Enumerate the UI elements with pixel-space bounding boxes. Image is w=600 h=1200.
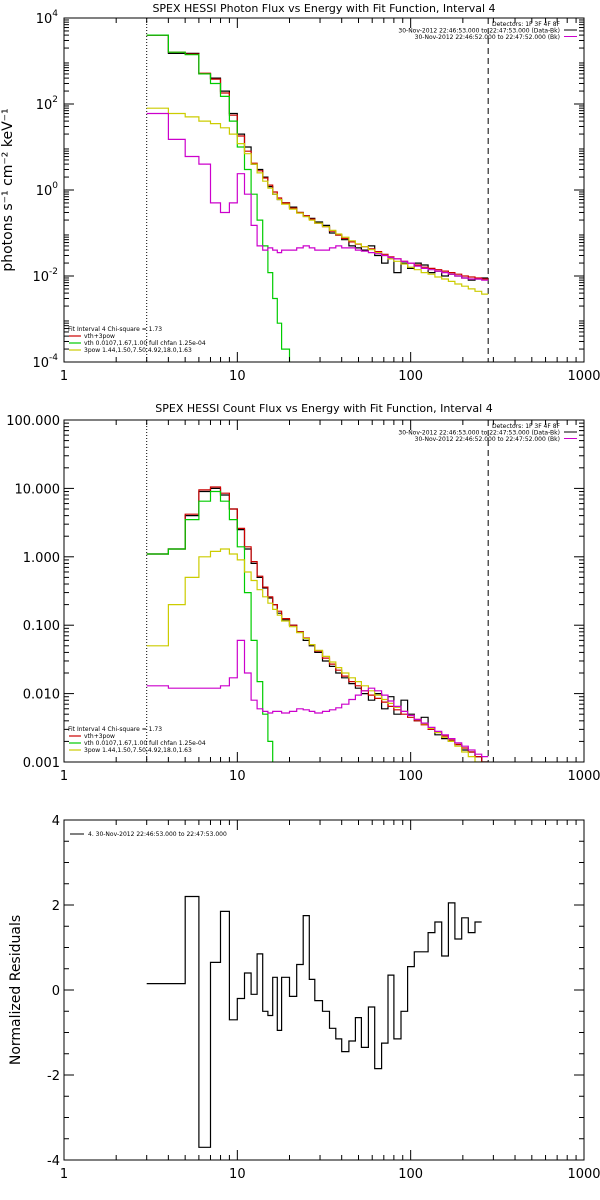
chart-3: 1 10 100 1000 4 2 0 -2 -4 Normalized Residuals 4. … — [8, 814, 600, 1182]
y-tick-label: 0.010 — [23, 688, 60, 703]
y-tick-label: 0.001 — [23, 756, 60, 771]
series-line-5 — [146, 112, 489, 281]
x-tick-label: 10 — [229, 369, 246, 384]
fit-legend-line: Fit Interval 4 Chi-square = 1.73 — [68, 326, 162, 333]
plot-frame — [63, 17, 585, 363]
y-tick-label: -4 — [47, 1154, 60, 1169]
info-line: 30-Nov-2012 22:46:52.000 to 22:47:52.000… — [415, 436, 560, 443]
y-tick-label: 10-2 — [32, 267, 58, 285]
plot-frame — [63, 819, 585, 1161]
series-line-3 — [146, 34, 291, 362]
y-axis-label: photons s⁻¹ cm⁻² keV⁻¹ — [0, 108, 16, 271]
series-line-1 — [146, 487, 489, 762]
chart-title: SPEX HESSI Photon Flux vs Energy with Fi… — [152, 2, 495, 15]
info-line: 30-Nov-2012 22:46:53.000 to 22:47:53.000… — [398, 28, 560, 35]
y-tick-label: 0 — [52, 984, 60, 999]
x-tick-label: 100 — [398, 369, 423, 384]
x-tick-label: 100 — [398, 1167, 423, 1182]
fit-legend-line: 3pow 1.44,1.50,7.50,4.92,18.0,1.63 — [84, 747, 192, 754]
series-line-1 — [146, 895, 482, 1148]
y-tick-label: 2 — [52, 899, 60, 914]
residual-legend: 4. 30-Nov-2012 22:46:53.000 to 22:47:53.… — [88, 831, 227, 838]
series-line-1 — [146, 34, 489, 281]
info-line: Detectors: 1F 3F 4F 8F — [492, 423, 561, 430]
y-tick-label: 100 — [36, 181, 59, 199]
y-tick-label: 4 — [52, 814, 60, 829]
x-tick-label: 1 — [60, 369, 68, 384]
chart-1: SPEX HESSI Photon Flux vs Energy with Fi… — [0, 2, 600, 384]
info-line: 30-Nov-2012 22:46:53.000 to 22:47:53.000… — [398, 430, 560, 437]
x-tick-label: 100 — [398, 769, 423, 784]
fit-legend-line: vth+3pow — [84, 333, 115, 340]
series-line-2 — [146, 486, 489, 762]
info-line: Detectors: 1F 3F 4F 8F — [492, 21, 561, 28]
x-tick-label: 10 — [229, 769, 246, 784]
y-axis-label: Normalized Residuals — [8, 915, 24, 1065]
x-tick-label: 1000 — [567, 369, 600, 384]
chart-2: SPEX HESSI Count Flux vs Energy with Fit… — [6, 402, 600, 784]
fit-legend-line: vth 0.0107,1.67,1.00 full chfan 1.25e-04 — [84, 340, 206, 347]
series-line-4 — [146, 107, 489, 295]
y-tick-label: 10-4 — [32, 353, 58, 371]
y-tick-label: 0.100 — [23, 619, 60, 634]
series-line-3 — [146, 490, 274, 762]
fit-legend-line: vth+3pow — [84, 733, 115, 740]
y-tick-label: 102 — [36, 95, 58, 113]
x-tick-label: 1000 — [567, 769, 600, 784]
fit-legend-line: vth 0.0107,1.67,1.00 full chfan 1.25e-04 — [84, 740, 206, 747]
y-tick-label: 104 — [36, 9, 59, 27]
x-tick-label: 1000 — [567, 1167, 600, 1182]
chart-title: SPEX HESSI Count Flux vs Energy with Fit… — [155, 402, 492, 415]
y-tick-label: 100.000 — [6, 414, 60, 429]
x-tick-label: 1 — [60, 1167, 68, 1182]
fit-legend-line: 3pow 1.44,1.50,7.50,4.92,18.0,1.63 — [84, 347, 192, 354]
y-tick-label: -2 — [47, 1069, 60, 1084]
fit-legend-line: Fit Interval 4 Chi-square = 1.73 — [68, 726, 162, 733]
y-tick-label: 1.000 — [23, 551, 60, 566]
series-line-5 — [146, 639, 489, 758]
x-tick-label: 1 — [60, 769, 68, 784]
series-line-4 — [146, 548, 483, 762]
info-line: 30-Nov-2012 22:46:52.000 to 22:47:52.000… — [415, 34, 560, 41]
plot-frame — [63, 419, 585, 763]
y-tick-label: 10.000 — [15, 482, 61, 497]
x-tick-label: 10 — [229, 1167, 246, 1182]
